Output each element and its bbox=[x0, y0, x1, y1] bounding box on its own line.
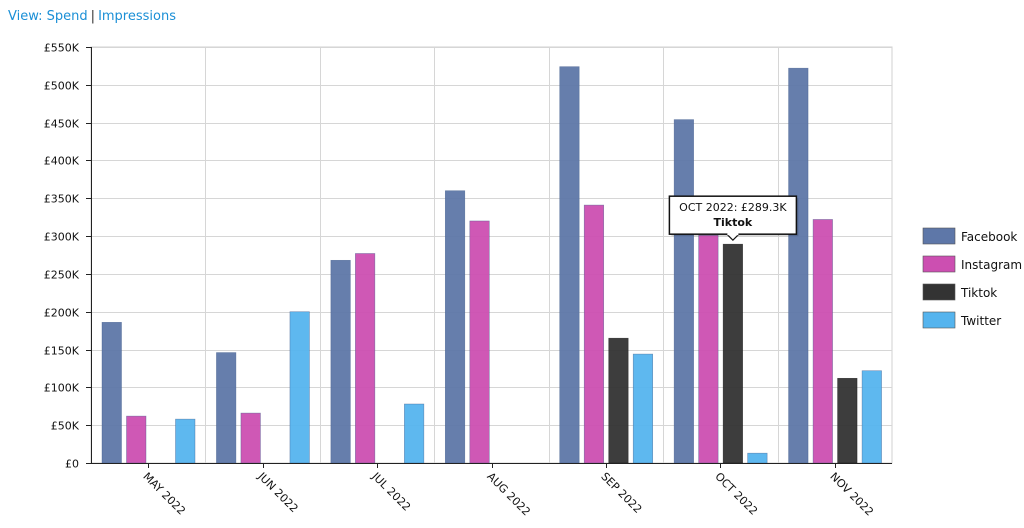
y-tick-label: £350K bbox=[44, 193, 80, 206]
bar-tiktok-oct-2022 bbox=[722, 243, 743, 464]
bar-instagram-may-2022 bbox=[126, 415, 147, 464]
legend-label-facebook: Facebook bbox=[961, 230, 1017, 244]
bar-instagram-aug-2022 bbox=[469, 220, 490, 464]
x-tick-label: JUN 2022 bbox=[255, 469, 301, 515]
y-tick-label: £200K bbox=[44, 307, 80, 320]
legend-label-twitter: Twitter bbox=[960, 314, 1001, 328]
x-tick-label: MAY 2022 bbox=[140, 470, 188, 518]
bar-instagram-jul-2022 bbox=[355, 253, 376, 464]
bar-facebook-may-2022 bbox=[101, 322, 122, 464]
bar-instagram-sep-2022 bbox=[583, 204, 605, 464]
chart-grid bbox=[90, 46, 893, 464]
chart-legend: Facebook Instagram Tiktok Twitter bbox=[922, 227, 1022, 329]
bar-facebook-sep-2022 bbox=[559, 66, 580, 464]
y-tick-label: £450K bbox=[44, 118, 80, 131]
tooltip-pointer-mask bbox=[727, 232, 739, 236]
bar-facebook-jul-2022 bbox=[330, 259, 351, 464]
y-tick-label: £550K bbox=[44, 42, 80, 55]
bar-twitter-jun-2022 bbox=[289, 311, 310, 464]
view-prefix: View: bbox=[8, 9, 43, 24]
plot-border bbox=[90, 46, 893, 464]
chart-tooltip: OCT 2022: £289.3K Tiktok bbox=[668, 195, 799, 242]
legend-swatch-twitter bbox=[922, 311, 956, 329]
bar-instagram-oct-2022 bbox=[698, 235, 719, 464]
y-tick-label: £0 bbox=[65, 458, 79, 471]
view-option-impressions[interactable]: Impressions bbox=[98, 9, 176, 24]
bar-twitter-sep-2022 bbox=[632, 353, 654, 464]
y-tick-label: £500K bbox=[44, 80, 80, 93]
y-tick-label: £250K bbox=[44, 269, 80, 282]
bar-twitter-jul-2022 bbox=[404, 403, 425, 464]
bar-facebook-nov-2022 bbox=[788, 67, 809, 464]
tooltip-series-name: Tiktok bbox=[714, 216, 753, 229]
y-tick-label: £50K bbox=[51, 420, 80, 433]
y-tick-label: £400K bbox=[44, 155, 80, 168]
legend-swatch-tiktok bbox=[922, 283, 956, 301]
bar-twitter-may-2022 bbox=[175, 418, 196, 464]
tooltip-box bbox=[668, 195, 798, 235]
chart-axes: £0 £50K £100K £150K £200K £250K £300K £350K £400… bbox=[44, 42, 892, 519]
view-option-spend[interactable]: Spend bbox=[46, 9, 88, 24]
tooltip-value: OCT 2022: £289.3K bbox=[679, 201, 787, 214]
bar-twitter-oct-2022 bbox=[747, 452, 768, 464]
bar-facebook-oct-2022 bbox=[673, 119, 694, 464]
bar-facebook-jun-2022 bbox=[216, 352, 237, 464]
legend-label-tiktok: Tiktok bbox=[960, 286, 997, 300]
bar-tiktok-nov-2022 bbox=[837, 377, 858, 464]
y-tick-label: £150K bbox=[44, 345, 80, 358]
view-selector: View: Spend | Impressions bbox=[8, 9, 176, 24]
bar-tiktok-sep-2022 bbox=[608, 337, 629, 464]
y-tick-label: £100K bbox=[44, 382, 80, 395]
x-tick-label: SEP 2022 bbox=[598, 470, 644, 516]
x-tick-label: AUG 2022 bbox=[484, 470, 533, 519]
x-tick-label: JUL 2022 bbox=[369, 469, 413, 513]
y-tick-label: £300K bbox=[44, 231, 80, 244]
view-separator: | bbox=[90, 9, 96, 24]
x-tick-label: NOV 2022 bbox=[827, 470, 876, 519]
chart-bars bbox=[101, 66, 882, 464]
x-tick-label: OCT 2022 bbox=[712, 470, 760, 518]
bar-instagram-jun-2022 bbox=[240, 412, 261, 464]
legend-swatch-instagram bbox=[922, 255, 956, 273]
bar-twitter-nov-2022 bbox=[861, 370, 882, 464]
bar-facebook-aug-2022 bbox=[444, 190, 466, 464]
legend-swatch-facebook bbox=[922, 227, 956, 245]
bar-instagram-nov-2022 bbox=[812, 219, 833, 464]
legend-label-instagram: Instagram bbox=[961, 258, 1022, 272]
